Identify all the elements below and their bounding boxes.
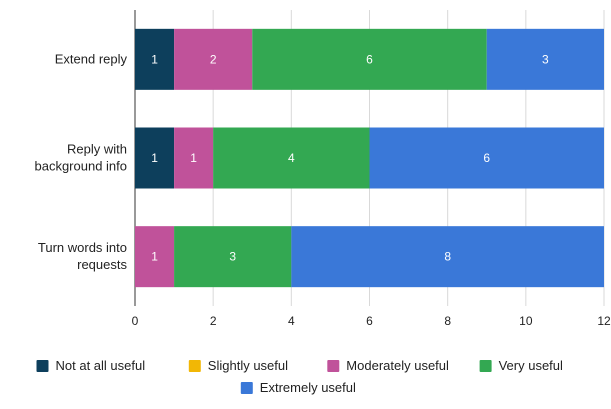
bar-value-label: 1 bbox=[190, 151, 197, 165]
bar-value-label: 1 bbox=[151, 250, 158, 264]
bar-value-label: 4 bbox=[288, 151, 295, 165]
bar-segment bbox=[174, 226, 292, 288]
legend-label: Moderately useful bbox=[346, 358, 449, 373]
legend-swatch bbox=[479, 360, 492, 372]
bar-value-label: 3 bbox=[229, 250, 236, 264]
x-tick-label: 0 bbox=[132, 314, 139, 328]
category-label: background info bbox=[34, 159, 127, 174]
legend-swatch bbox=[327, 360, 340, 372]
bar-segment bbox=[135, 127, 175, 189]
x-tick-label: 12 bbox=[597, 314, 611, 328]
legend-label: Slightly useful bbox=[208, 358, 288, 373]
category-label: requests bbox=[77, 257, 127, 272]
x-tick-label: 2 bbox=[210, 314, 217, 328]
category-label: Reply with bbox=[67, 142, 127, 157]
bar-value-label: 1 bbox=[151, 151, 158, 165]
bar-value-label: 6 bbox=[366, 52, 373, 66]
legend-label: Extremely useful bbox=[260, 380, 356, 395]
category-label: Turn words into bbox=[38, 240, 127, 255]
bar-segment bbox=[369, 127, 604, 189]
legend-swatch bbox=[188, 360, 201, 372]
bar-value-label: 6 bbox=[483, 151, 490, 165]
bar-segment bbox=[174, 28, 253, 90]
bar-value-label: 3 bbox=[542, 52, 549, 66]
x-tick-label: 6 bbox=[366, 314, 373, 328]
bar-value-label: 1 bbox=[151, 52, 158, 66]
legend-swatch bbox=[36, 360, 49, 372]
category-label: Extend reply bbox=[55, 51, 128, 66]
legend-label: Very useful bbox=[499, 358, 563, 373]
bar-segment bbox=[213, 127, 370, 189]
bar-value-label: 2 bbox=[210, 52, 217, 66]
bar-segment bbox=[174, 127, 214, 189]
bar-value-label: 8 bbox=[444, 250, 451, 264]
legend-label: Not at all useful bbox=[56, 358, 146, 373]
bar-segment bbox=[291, 226, 604, 288]
legend-swatch bbox=[240, 382, 253, 394]
bar-segment bbox=[486, 28, 604, 90]
bar-segment bbox=[135, 226, 175, 288]
bar-segment bbox=[135, 28, 175, 90]
x-tick-label: 8 bbox=[444, 314, 451, 328]
bar-segment bbox=[252, 28, 487, 90]
x-tick-label: 10 bbox=[519, 314, 533, 328]
x-tick-label: 4 bbox=[288, 314, 295, 328]
